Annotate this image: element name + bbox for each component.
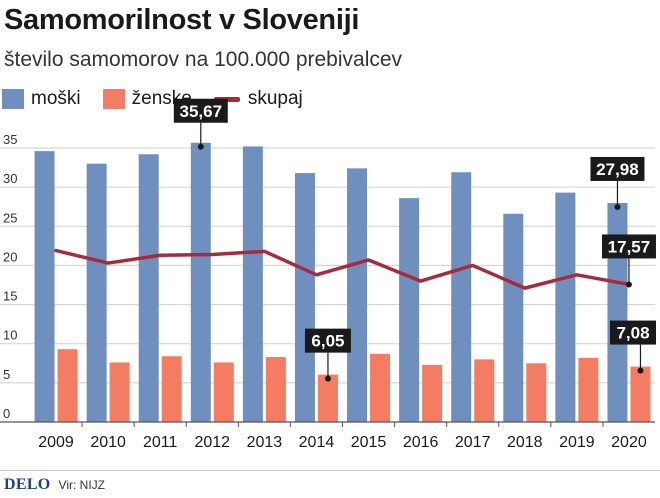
annotation-box (601, 234, 656, 259)
y-tick-label: 15 (3, 289, 17, 304)
bar-moski (294, 173, 315, 422)
x-tick-label: 2015 (351, 434, 387, 451)
y-tick-label: 25 (3, 210, 17, 225)
y-tick-label: 35 (3, 132, 17, 147)
bar-zenske (630, 366, 651, 422)
annotation-box (304, 328, 351, 353)
x-tick-label: 2014 (299, 434, 335, 451)
bar-moski (138, 154, 159, 422)
bar-moski (347, 168, 368, 422)
x-tick-label: 2017 (455, 434, 491, 451)
chart-title: Samomorilnost v Sloveniji (4, 4, 360, 36)
bar-zenske (161, 356, 182, 422)
bar-moski (86, 163, 107, 422)
bar-zenske (57, 349, 78, 422)
bar-moski (399, 198, 420, 422)
x-tick-label: 2020 (611, 434, 647, 451)
x-tick-label: 2013 (247, 434, 283, 451)
source-note: Vir: NIJZ (58, 477, 105, 492)
x-tick-label: 2011 (143, 434, 178, 451)
annotation-box (610, 320, 656, 345)
annotation-label: 6,05 (311, 332, 344, 351)
bar-zenske (578, 357, 599, 422)
legend-item-moski: moški (2, 88, 81, 110)
annotation-dot (625, 281, 632, 288)
y-tick-label: 20 (3, 249, 17, 264)
legend-label-skupaj: skupaj (247, 88, 303, 109)
bar-moski (555, 192, 576, 422)
annotation-dot (197, 143, 204, 150)
line-skupaj (54, 248, 631, 290)
bar-moski (34, 151, 55, 423)
chart-subtitle: število samomorov na 100.000 prebivalcev (4, 48, 403, 71)
annotation-label: 17,57 (608, 237, 651, 256)
x-tick-label: 2016 (403, 434, 439, 451)
bar-moski (503, 213, 524, 422)
y-tick-label: 10 (3, 328, 17, 343)
bar-zenske (213, 362, 234, 422)
bar-zenske (265, 357, 286, 422)
bar-moski (242, 146, 263, 423)
bar-zenske (474, 359, 495, 422)
bar-zenske (422, 364, 443, 422)
annotation-label: 27,98 (596, 160, 639, 179)
annotation-box (590, 156, 645, 181)
x-tick-label: 2009 (38, 434, 74, 451)
x-tick-label: 2018 (507, 434, 543, 451)
bar-zenske (317, 374, 338, 422)
y-tick-label: 0 (3, 406, 10, 421)
annotation-dot (637, 367, 644, 374)
legend-label-moski: moški (31, 88, 81, 109)
annotation-label: 35,67 (180, 102, 223, 121)
bar-zenske (526, 363, 547, 422)
bar-zenske (109, 362, 130, 422)
annotation-dot (324, 375, 331, 382)
x-tick-label: 2019 (559, 434, 595, 451)
chart-plot: 0 5 10 15 20 25 30 35 2009 2010 2011 2012 2013 2014 20… (0, 98, 656, 451)
legend-swatch-moski (2, 89, 24, 109)
chart-footer: DELO Vir: NIJZ (0, 470, 660, 498)
brand-logo: DELO (4, 475, 51, 493)
bar-moski (451, 172, 472, 422)
legend-swatch-zenske (102, 89, 125, 109)
bar-zenske (370, 353, 391, 422)
bar-moski (190, 142, 211, 422)
annotation-label: 7,08 (616, 324, 649, 343)
y-tick-label: 30 (3, 171, 17, 186)
x-tick-label: 2010 (90, 434, 126, 451)
y-tick-label: 5 (3, 367, 10, 382)
x-tick-label: 2012 (194, 434, 230, 451)
annotation-dot (614, 203, 621, 210)
annotation-box (173, 98, 228, 123)
